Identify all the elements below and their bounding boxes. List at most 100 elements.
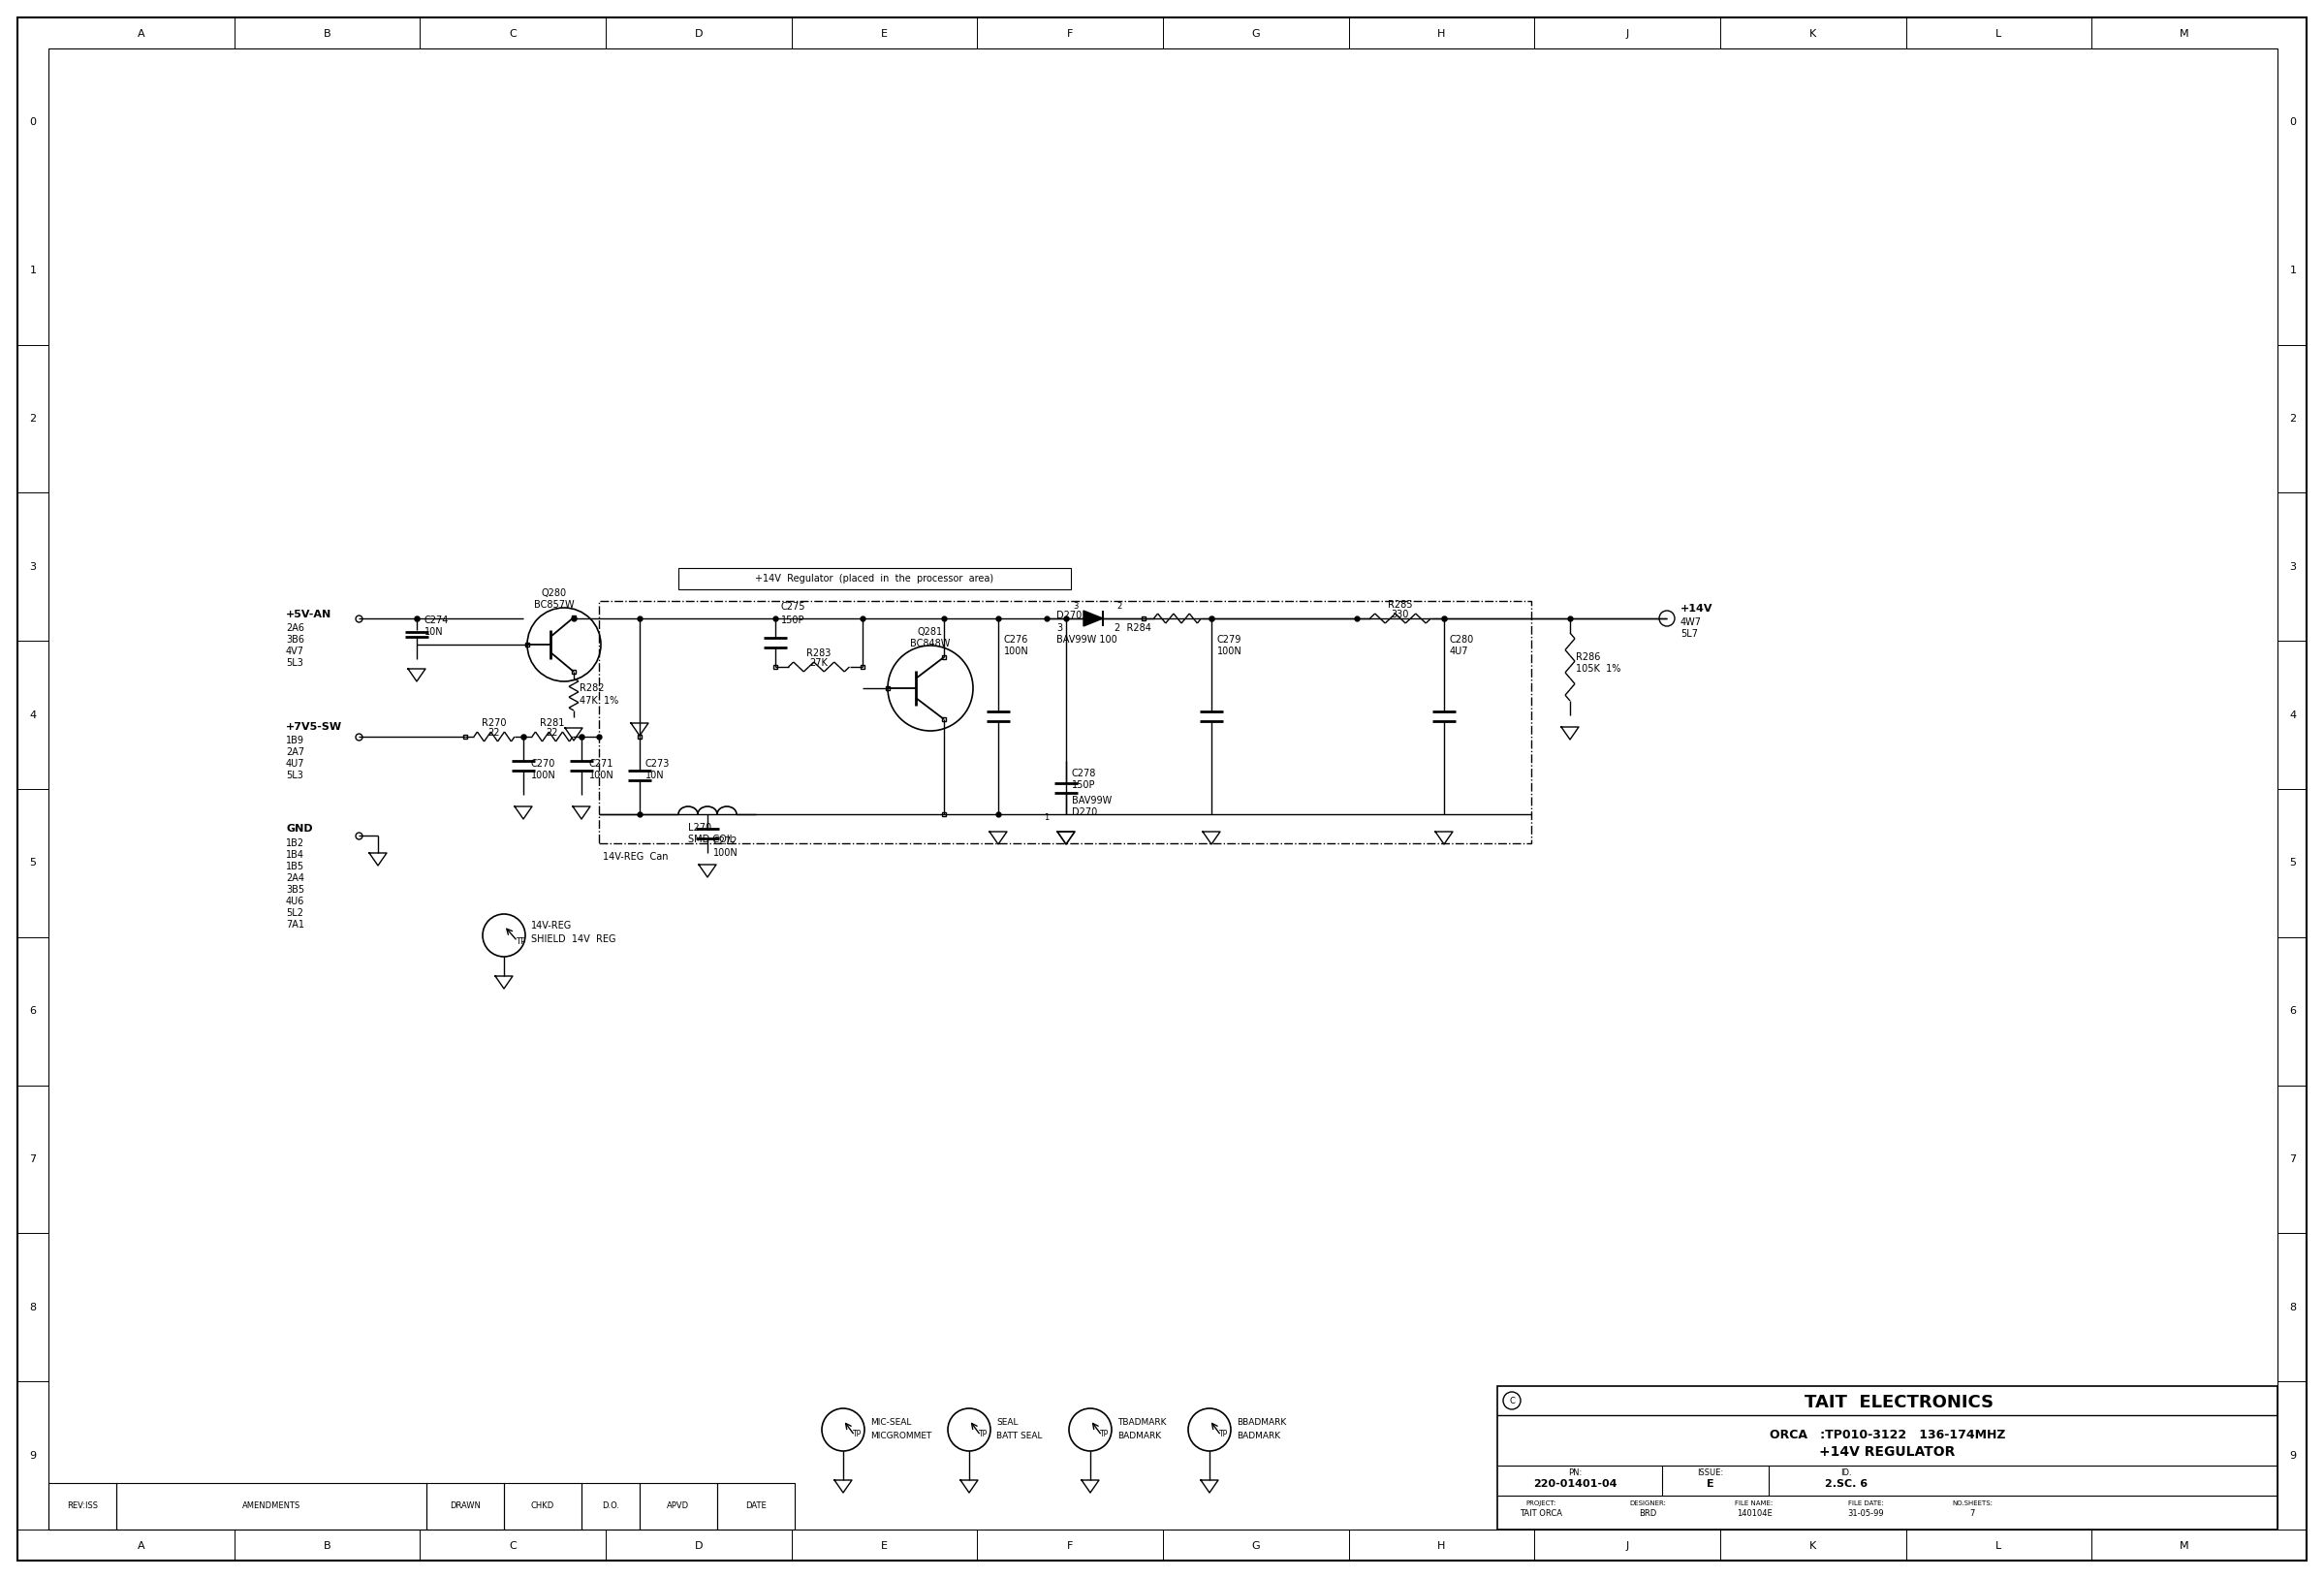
Text: BC857W: BC857W [535,600,574,609]
Text: C270: C270 [532,759,555,768]
Text: 1B4: 1B4 [286,851,304,860]
Text: 47K  1%: 47K 1% [579,696,618,705]
Text: D: D [695,28,702,39]
Text: 3B6: 3B6 [286,634,304,644]
Text: DESIGNER:: DESIGNER: [1629,1501,1666,1507]
Text: REV:ISS: REV:ISS [67,1502,98,1510]
Text: +5V-AN: +5V-AN [286,609,332,620]
Text: C278: C278 [1071,768,1097,778]
Text: 140104E: 140104E [1736,1510,1771,1518]
Text: 7A1: 7A1 [286,920,304,929]
Text: R281: R281 [539,718,565,727]
Text: 2: 2 [1118,603,1122,611]
Text: 2.SC. 6: 2.SC. 6 [1824,1479,1868,1488]
Text: 5L2: 5L2 [286,909,304,918]
Text: SMD COIL: SMD COIL [688,835,734,844]
Text: C275: C275 [781,601,806,612]
Text: +14V  Regulator  (placed  in  the  processor  area): +14V Regulator (placed in the processor … [755,574,995,584]
Text: 7: 7 [30,1155,37,1165]
Text: 2A6: 2A6 [286,623,304,633]
Text: 6: 6 [30,1007,37,1016]
Text: G: G [1253,28,1260,39]
Text: BBADMARK: BBADMARK [1236,1417,1285,1427]
Text: 2  R284: 2 R284 [1116,623,1150,633]
Bar [679,568,1071,589]
Text: 150P: 150P [1071,780,1095,791]
Text: 5L3: 5L3 [286,770,302,780]
Text: 1: 1 [30,265,37,276]
Text: 31-05-99: 31-05-99 [1848,1510,1885,1518]
Text: 27K: 27K [809,658,827,667]
Text: BADMARK: BADMARK [1236,1431,1281,1439]
Text: 10N: 10N [425,626,444,638]
Text: 5: 5 [30,858,37,868]
Text: J: J [1627,1542,1629,1551]
Text: R270: R270 [481,718,507,727]
Text: FILE NAME:: FILE NAME: [1736,1501,1773,1507]
Text: J: J [1627,28,1629,39]
Text: BADMARK: BADMARK [1118,1431,1162,1439]
Text: 3: 3 [1074,603,1078,611]
Text: PN:: PN: [1569,1468,1583,1477]
Text: MICGROMMET: MICGROMMET [869,1431,932,1439]
Text: 1B2: 1B2 [286,838,304,847]
Text: 150P: 150P [781,615,804,625]
Text: TP: TP [853,1430,862,1438]
Text: 4V7: 4V7 [286,647,304,656]
Text: C: C [1508,1397,1515,1404]
Text: F: F [1067,28,1074,39]
Text: +14V REGULATOR: +14V REGULATOR [1820,1445,1954,1458]
Text: 330: 330 [1392,609,1408,620]
Text: FILE DATE:: FILE DATE: [1848,1501,1882,1507]
Text: 9: 9 [2289,1450,2296,1460]
Text: H: H [1439,28,1446,39]
Text: E: E [1706,1479,1715,1488]
Text: M: M [2180,1542,2189,1551]
Text: C280: C280 [1450,634,1473,644]
Text: 4U7: 4U7 [286,759,304,768]
Text: APVD: APVD [667,1502,690,1510]
Text: 1: 1 [2289,265,2296,276]
Text: MIC-SEAL: MIC-SEAL [869,1417,911,1427]
Text: 3: 3 [1057,623,1062,633]
Text: 3B5: 3B5 [286,885,304,895]
Text: TP: TP [516,937,525,945]
Text: ISSUE:: ISSUE: [1697,1468,1724,1477]
Text: 2A4: 2A4 [286,873,304,884]
Text: C271: C271 [590,759,614,768]
Text: 10N: 10N [646,770,665,780]
Text: 0: 0 [2289,118,2296,128]
Text: 22: 22 [546,727,558,737]
Text: D270: D270 [1071,808,1097,817]
Bar [718,1483,795,1529]
Text: 7: 7 [1971,1510,1975,1518]
Text: BRD: BRD [1638,1510,1657,1518]
Text: M: M [2180,28,2189,39]
Polygon shape [1083,611,1104,626]
Text: 2A7: 2A7 [286,748,304,757]
Text: D270: D270 [1057,611,1081,620]
Text: 4U7: 4U7 [1450,647,1469,656]
Text: D.O.: D.O. [602,1502,618,1510]
Text: 4U6: 4U6 [286,896,304,906]
Text: 5L7: 5L7 [1680,630,1699,639]
Text: AMENDMENTS: AMENDMENTS [242,1502,300,1510]
Text: 100N: 100N [713,847,739,858]
Text: PROJECT:: PROJECT: [1527,1501,1557,1507]
Text: H: H [1439,1542,1446,1551]
Text: 1B5: 1B5 [286,862,304,871]
Bar [504,1483,581,1529]
Text: 4: 4 [2289,710,2296,720]
Text: R282: R282 [579,683,604,693]
Text: 22: 22 [488,727,500,737]
Text: 9: 9 [30,1450,37,1460]
Text: +14V: +14V [1680,604,1713,614]
Text: 5: 5 [2289,858,2296,868]
Text: Q280: Q280 [541,589,567,598]
Text: CHKD: CHKD [530,1502,555,1510]
Text: SEAL: SEAL [997,1417,1018,1427]
Text: E: E [881,1542,888,1551]
Text: 100N: 100N [532,770,555,780]
Text: BC848W: BC848W [911,639,951,649]
Text: Q281: Q281 [918,626,944,638]
